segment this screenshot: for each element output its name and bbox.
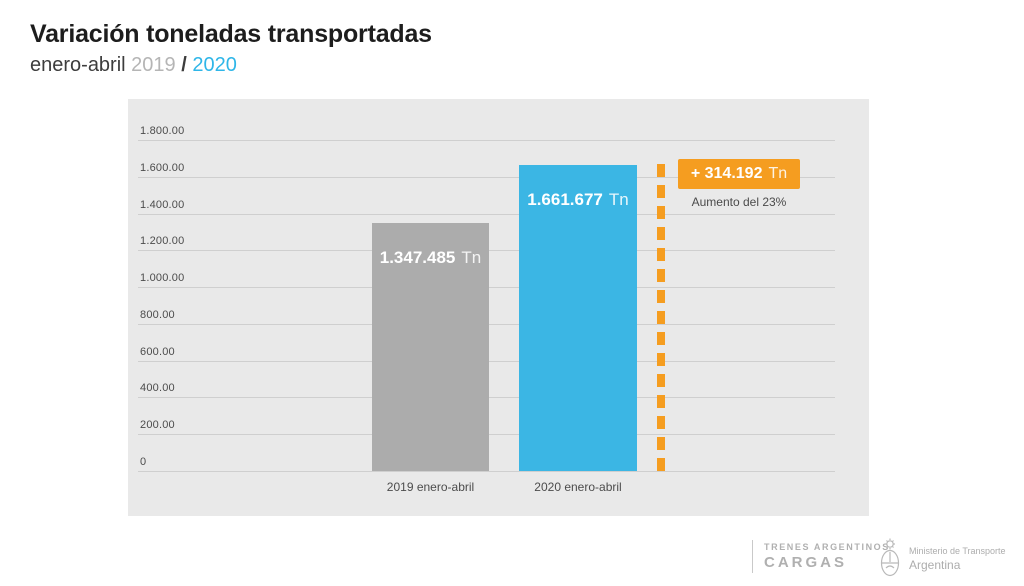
y-tick-label: 1.800.00: [140, 125, 185, 137]
argentina-coat-of-arms-icon: [880, 538, 900, 577]
brand-line-2: CARGAS: [764, 554, 848, 571]
increase-unit: Tn: [768, 165, 788, 183]
increase-badge: + 314.192 Tn: [677, 159, 801, 190]
ministry-line-1: Ministerio de Transporte: [909, 546, 1006, 556]
y-tick-label: 1.000.00: [140, 272, 185, 285]
bar-2019: 1.347.485 Tn: [372, 223, 489, 471]
y-gridline-0: 0: [138, 456, 835, 472]
y-gridline-1800: 1.800.00: [138, 125, 835, 141]
y-tick-label: 1.200.00: [140, 235, 185, 248]
subtitle-year-2020: 2020: [192, 54, 237, 76]
ministerio-transporte-logo: Ministerio de Transporte Argentina: [909, 546, 1006, 572]
increase-annotation: + 314.192 Tn Aumento del 23%: [674, 159, 804, 209]
y-gridline-1400: 1.400.00: [138, 199, 835, 215]
bar-2020-value-label: 1.661.677 Tn: [519, 165, 637, 210]
bar-2019-value-label: 1.347.485 Tn: [372, 223, 489, 268]
subtitle-year-2019: 2019: [131, 54, 176, 76]
increase-dashed-line: [657, 157, 665, 471]
subtitle-period: enero-abril: [30, 54, 126, 76]
subtitle-separator: /: [181, 54, 187, 76]
trenes-argentinos-cargas-logo: TRENES ARGENTINOS CARGAS: [764, 542, 890, 571]
y-tick-label: 600.00: [140, 345, 175, 358]
y-tick-label: 1.400.00: [140, 198, 185, 211]
x-axis-label-2020: 2020 enero-abril: [534, 480, 622, 494]
increase-value: + 314.192: [690, 165, 763, 183]
bar-2019-value: 1.347.485: [379, 248, 456, 268]
y-tick-label: 800.00: [140, 308, 175, 321]
bar-2020: 1.661.677 Tn: [519, 165, 637, 471]
subtitle: enero-abril 2019 / 2020: [30, 54, 432, 77]
header: Variación toneladas transportadas enero-…: [30, 20, 432, 77]
increase-caption: Aumento del 23%: [691, 195, 787, 210]
chart-panel: 1.800.00 1.600.00 1.400.00 1.200.00 1.00…: [128, 99, 869, 516]
y-gridline-1600: 1.600.00: [138, 162, 835, 178]
footer: TRENES ARGENTINOS CARGAS Ministerio d: [0, 536, 1024, 586]
y-tick-label: 400.00: [140, 382, 175, 395]
plot-area: 1.800.00 1.600.00 1.400.00 1.200.00 1.00…: [138, 125, 835, 494]
x-axis-label-2019: 2019 enero-abril: [386, 480, 475, 494]
page-title: Variación toneladas transportadas: [30, 20, 432, 48]
brand-line-1: TRENES ARGENTINOS: [764, 542, 890, 552]
footer-divider: [752, 540, 753, 573]
ministry-line-2: Argentina: [909, 558, 961, 572]
y-tick-label: 0: [140, 456, 147, 468]
y-tick-label: 200.00: [140, 419, 175, 432]
bar-2020-value: 1.661.677: [527, 190, 603, 210]
bar-2019-unit: Tn: [461, 248, 482, 268]
bar-2020-unit: Tn: [608, 190, 629, 210]
y-tick-label: 1.600.00: [140, 161, 185, 174]
